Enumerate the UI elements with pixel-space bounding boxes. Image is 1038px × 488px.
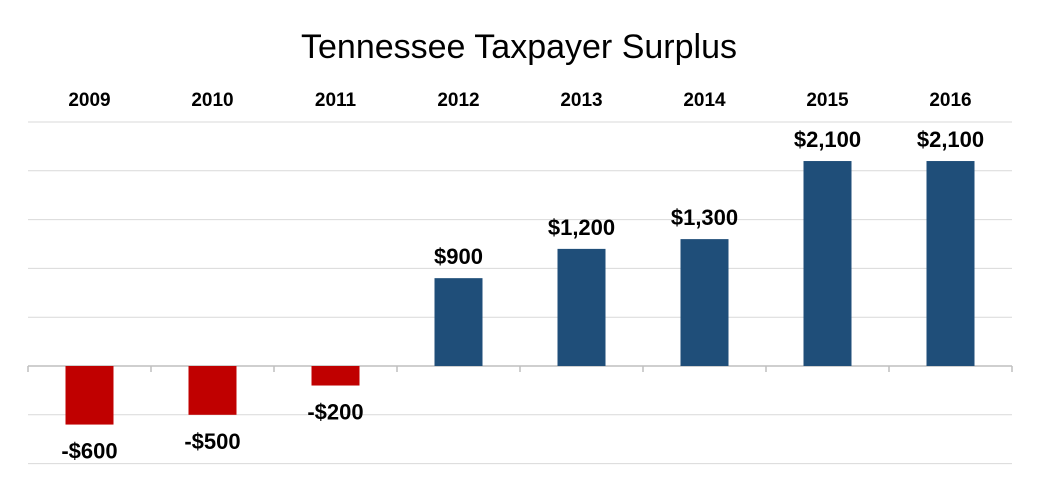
chart-title: Tennessee Taxpayer Surplus <box>301 28 737 66</box>
bar <box>188 366 237 415</box>
data-label: $1,300 <box>671 205 738 230</box>
bar <box>926 161 975 366</box>
category-label: 2015 <box>806 90 849 111</box>
data-label: $2,100 <box>794 127 861 152</box>
data-label: -$200 <box>307 400 363 425</box>
category-label: 2013 <box>560 90 602 111</box>
gridlines <box>27 121 1013 465</box>
data-label: -$600 <box>61 439 117 464</box>
bar <box>311 366 360 386</box>
category-label: 2010 <box>191 90 233 111</box>
category-label: 2012 <box>437 90 479 111</box>
category-labels: 2009 2010 2011 2012 2013 2014 2015 2016 <box>68 90 971 111</box>
bar <box>557 248 606 366</box>
category-label: 2009 <box>68 90 110 111</box>
category-label: 2016 <box>929 90 971 111</box>
bar <box>803 161 852 366</box>
category-label: 2011 <box>315 90 357 111</box>
data-labels: -$600 -$500 -$200 $900 $1,200 $1,300 $2,100 $2,… <box>61 127 984 464</box>
category-label: 2014 <box>683 90 726 111</box>
bars <box>65 161 975 425</box>
bar <box>680 239 729 366</box>
data-label: $900 <box>434 244 483 269</box>
data-label: $1,200 <box>548 215 615 240</box>
bar <box>434 278 483 366</box>
data-label: -$500 <box>184 429 240 454</box>
bar <box>65 366 114 425</box>
data-label: $2,100 <box>917 127 984 152</box>
